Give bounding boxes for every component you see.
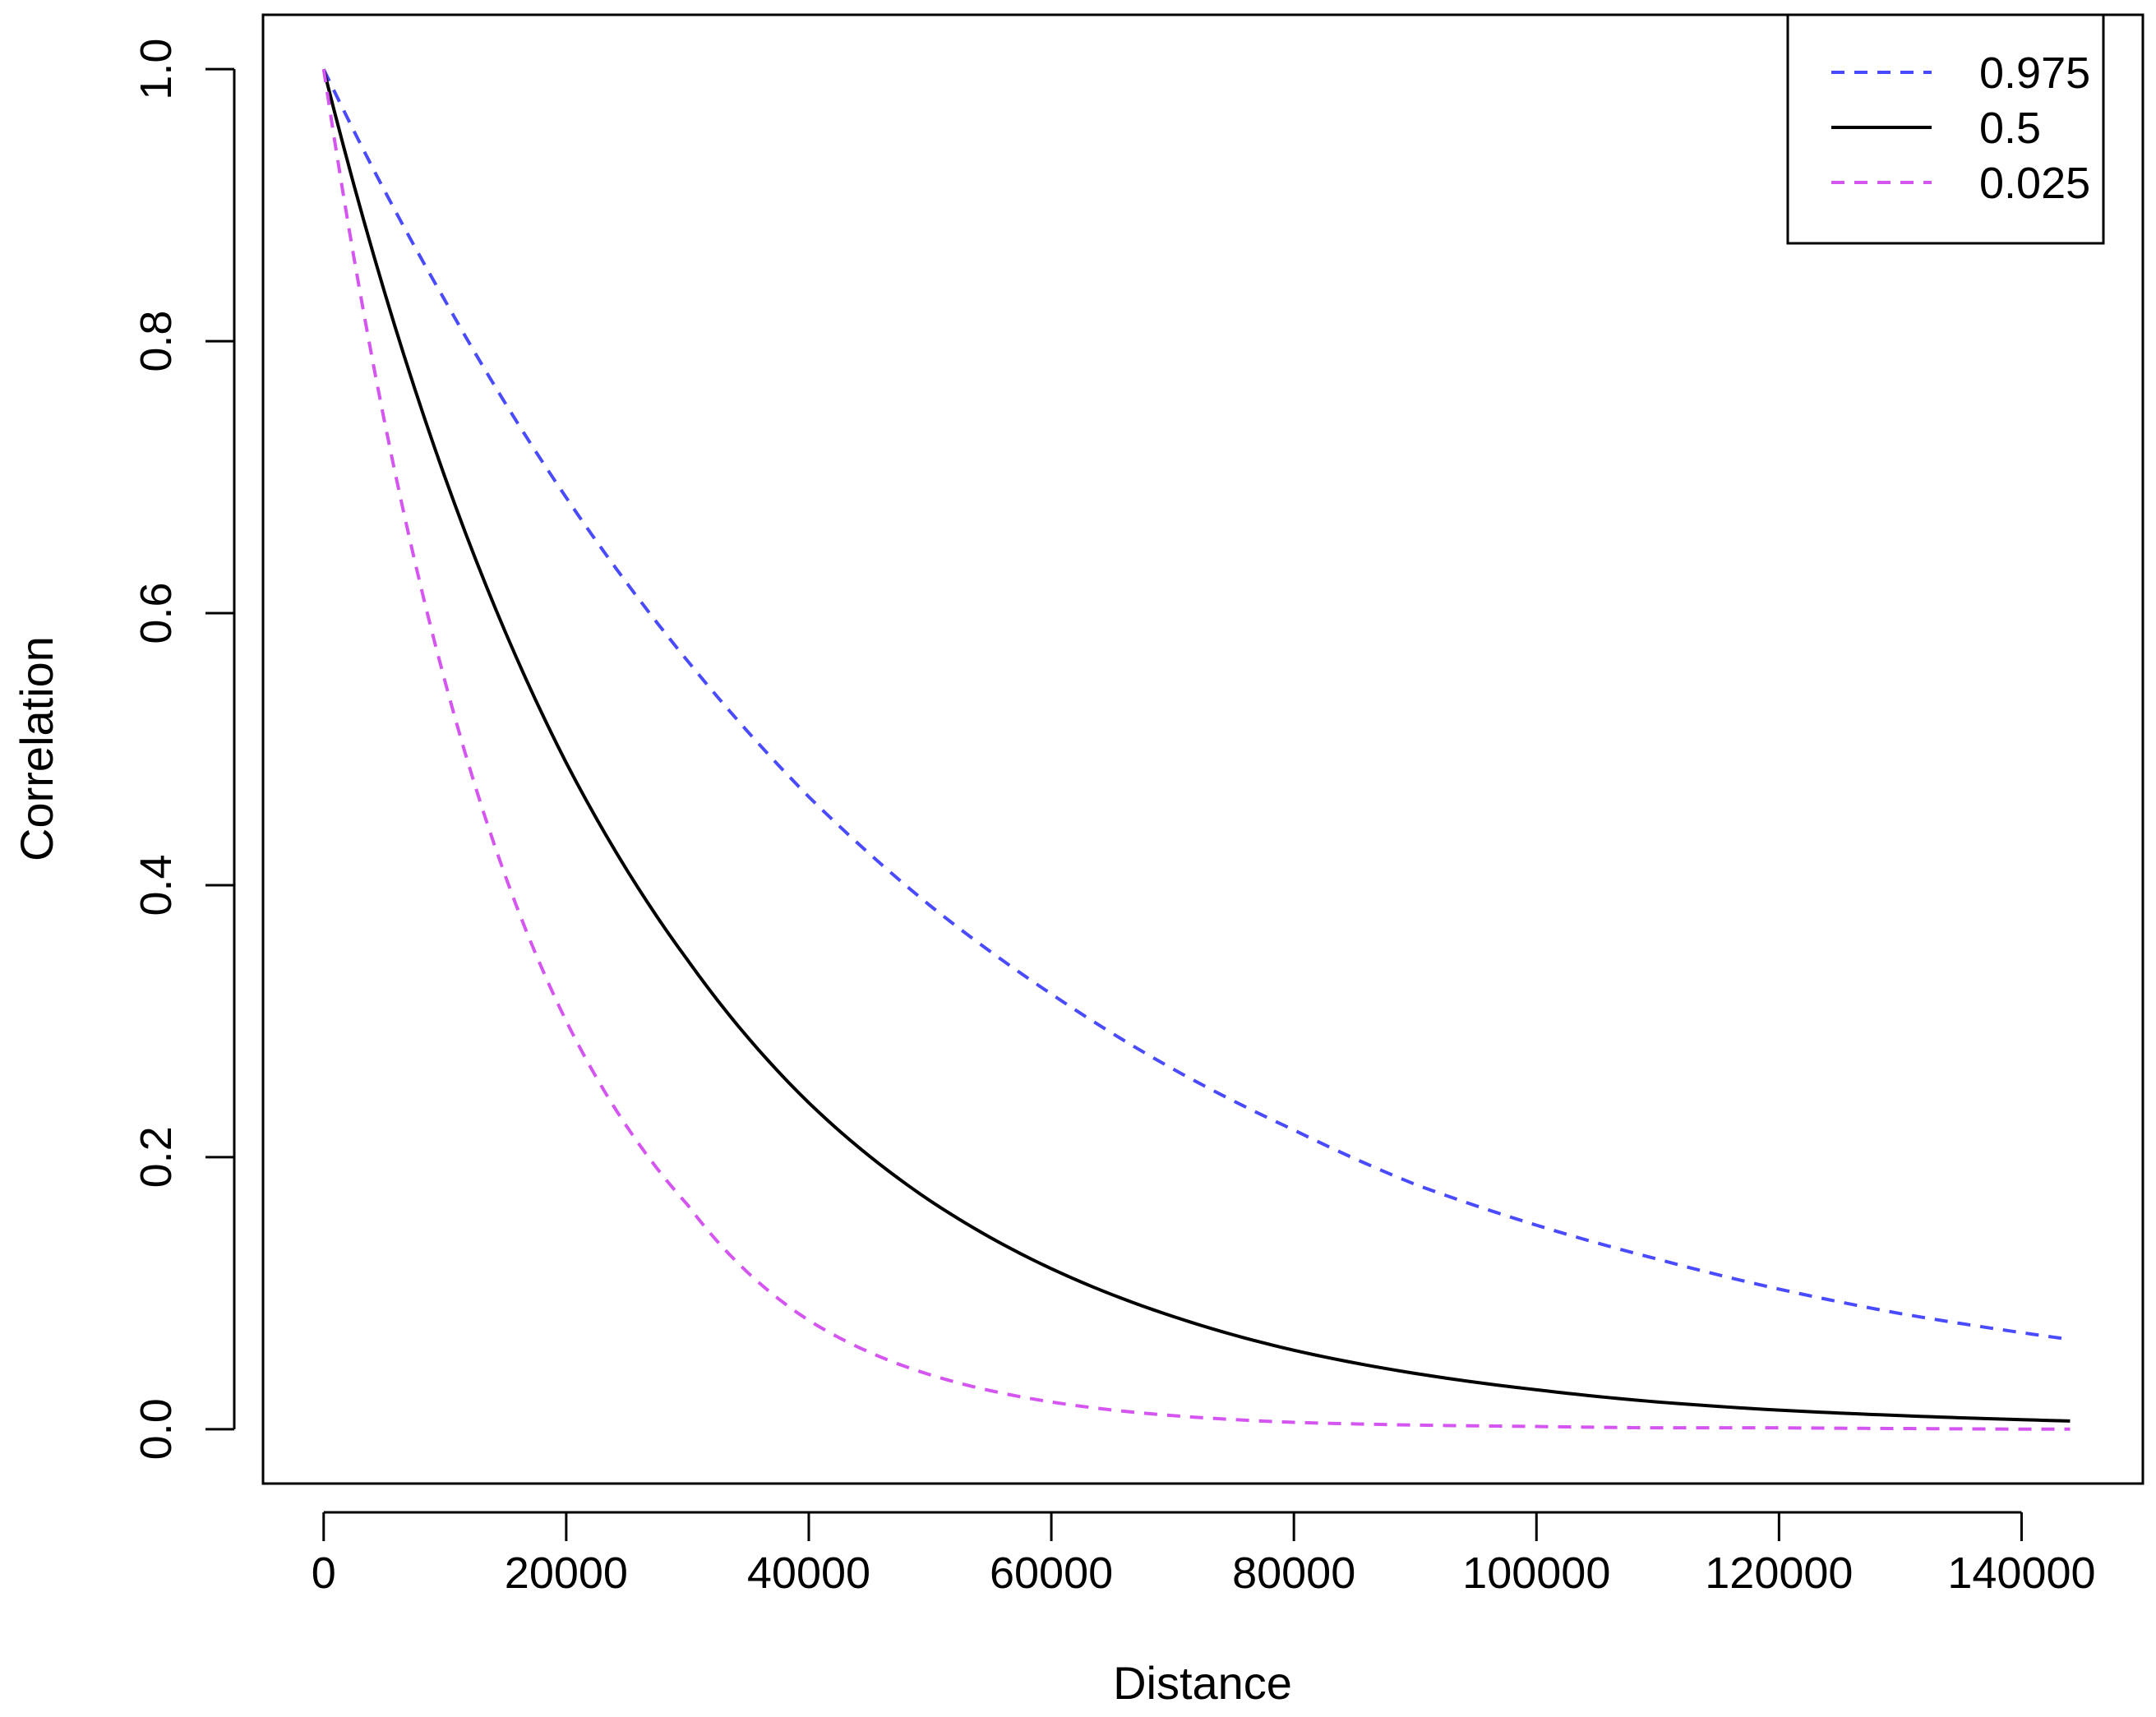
x-axis: 0 20000 40000 60000 80000 100000 120000 140000	[312, 1511, 2096, 1598]
plot-frame	[261, 13, 2144, 1485]
legend-label: 0.975	[1979, 48, 2090, 98]
series-line-0.5	[321, 68, 2071, 1423]
x-tick-label: 120000	[1705, 1549, 1853, 1598]
y-tick-label: 0.2	[132, 1126, 181, 1188]
y-tick-label: 0.6	[132, 582, 181, 644]
x-tick-label: 0	[312, 1549, 336, 1598]
y-tick-label: 0.0	[132, 1398, 181, 1460]
y-tick-label: 0.4	[132, 854, 181, 916]
y-tick-label: 1.0	[132, 39, 181, 100]
legend-label: 0.5	[1979, 104, 2041, 153]
y-axis: 0.0 0.2 0.4 0.6 0.8 1.0	[132, 39, 236, 1460]
x-tick-label: 100000	[1462, 1549, 1610, 1598]
x-tick-label: 80000	[1232, 1549, 1355, 1598]
x-tick-label: 40000	[747, 1549, 870, 1598]
series-line-0.025	[321, 68, 2071, 1431]
series-line-0.975	[321, 68, 2071, 1341]
y-tick-label: 0.8	[132, 311, 181, 372]
x-axis-title: Distance	[1113, 1657, 1292, 1709]
x-tick-label: 20000	[505, 1549, 628, 1598]
legend: 0.975 0.5 0.025	[1786, 13, 2105, 245]
series-layer	[321, 68, 2071, 1431]
x-tick-label: 60000	[990, 1549, 1113, 1598]
x-tick-label: 140000	[1947, 1549, 2095, 1598]
y-axis-title: Correlation	[11, 636, 62, 861]
legend-label: 0.025	[1979, 159, 2090, 208]
